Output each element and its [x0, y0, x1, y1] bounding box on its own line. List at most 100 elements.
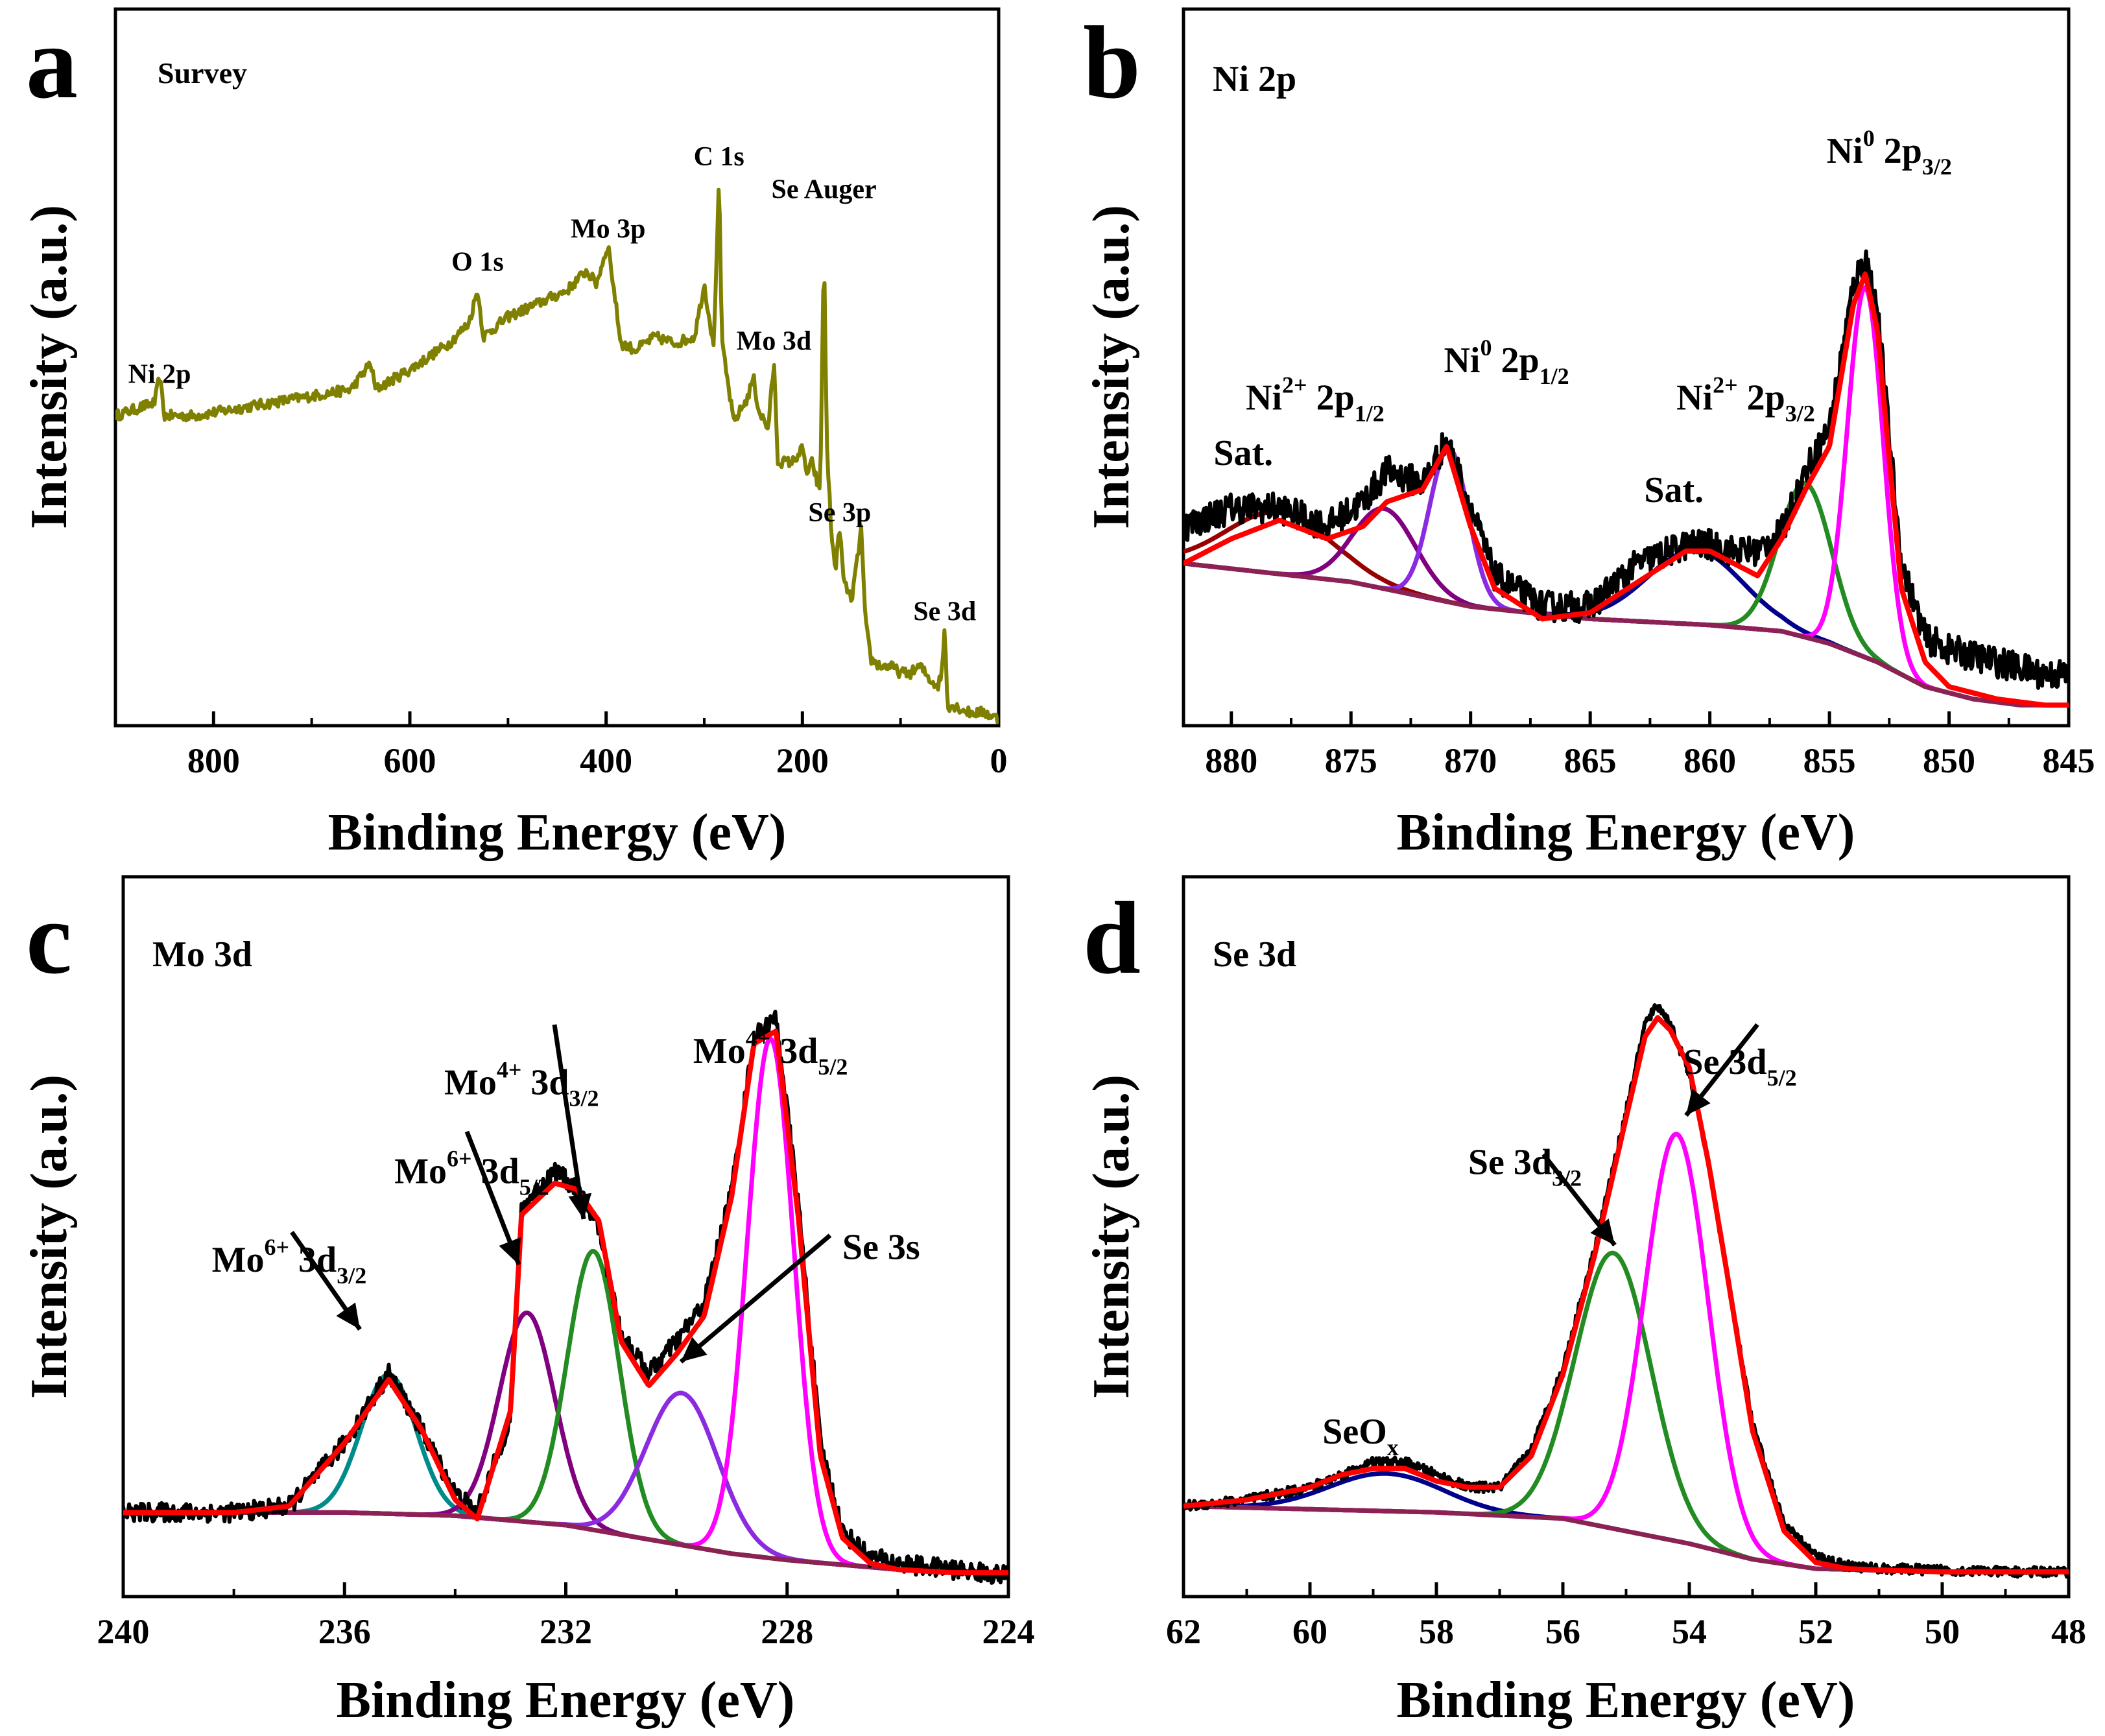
data-series — [115, 187, 999, 724]
peak-label: Se 3p — [808, 498, 871, 528]
plot-area — [123, 1010, 1008, 1585]
x-tick-label: 845 — [2043, 741, 2095, 780]
peak-label: Mo6+ 3d3/2 — [212, 1234, 367, 1289]
x-tick-label: 62 — [1166, 1612, 1201, 1651]
peak-label-sub: 3/2 — [569, 1086, 599, 1112]
peak-label-text: Se 3p — [808, 498, 871, 528]
peak-label-text: Sat. — [1644, 470, 1704, 510]
peak-label-text: Se 3d — [913, 597, 976, 626]
panel-d: d Se 3d Binding Energy (eV) Intensity (a… — [1083, 875, 2086, 1729]
x-tick-label: 850 — [1923, 741, 1975, 780]
peak-label-text: Ni — [1827, 131, 1863, 171]
peak-label-text: Se 3d — [1468, 1143, 1552, 1183]
x-tick-label: 50 — [1925, 1612, 1960, 1651]
peak-label-sub: 5/2 — [1767, 1065, 1797, 1091]
peak-label-sub: 3/2 — [1922, 154, 1952, 180]
peak-label-text: Ni — [1444, 340, 1480, 381]
peak-label-sup: 2+ — [1713, 372, 1738, 398]
plot-frame — [113, 7, 1001, 728]
peak-label: Ni 2p — [128, 359, 191, 389]
y-axis-label: Intensity (a.u.) — [21, 205, 78, 529]
panel-a: a Survey Binding Energy (eV) Intensity (… — [21, 5, 1008, 861]
peak-label-text: C 1s — [694, 142, 744, 172]
x-tick-label: 865 — [1564, 741, 1617, 780]
x-tick-label: 200 — [776, 741, 829, 780]
panel-letter: a — [26, 5, 78, 120]
peak-label: Ni2+ 2p3/2 — [1676, 372, 1815, 426]
peak-label-sup: 6+ — [447, 1145, 472, 1171]
x-tick-label: 870 — [1444, 741, 1497, 780]
peak-label-text: Se Auger — [772, 175, 877, 205]
peak-label-sub: 5/2 — [818, 1054, 848, 1080]
fit-component — [123, 1036, 1008, 1575]
arrow-head — [681, 1337, 708, 1362]
peak-label-sup: 2+ — [1282, 372, 1307, 398]
peak-label: Se 3d3/2 — [1468, 1143, 1582, 1191]
fit-component — [123, 1390, 1008, 1575]
y-axis-label: Intensity (a.u.) — [1083, 1075, 1140, 1399]
x-tick-label: 600 — [384, 741, 436, 780]
peak-label-text: Ni — [1246, 377, 1282, 418]
x-axis-label: Binding Energy (eV) — [337, 1672, 795, 1729]
y-axis-label: Intensity (a.u.) — [21, 1075, 78, 1399]
background-line — [1183, 561, 2069, 707]
peak-label-sub: 1/2 — [1540, 363, 1569, 389]
y-axis-label: Intensity (a.u.) — [1083, 205, 1140, 529]
peak-label: Se 3d — [913, 597, 976, 626]
panel-title: Survey — [158, 56, 247, 89]
peak-label-text: Mo 3p — [571, 215, 646, 244]
arrow-head — [336, 1302, 360, 1329]
x-tick-label: 880 — [1205, 741, 1257, 780]
peak-label-tail: 2p — [1875, 131, 1922, 171]
peak-label: C 1s — [694, 142, 744, 172]
panel-letter: b — [1083, 5, 1141, 120]
data-series — [1183, 1015, 2069, 1575]
data-series — [123, 1029, 1008, 1576]
panel-title: Se 3d — [1213, 934, 1296, 975]
peak-label: O 1s — [451, 248, 504, 278]
peak-label-sup: 6+ — [265, 1234, 290, 1260]
arrow — [679, 1233, 832, 1364]
peak-label: Ni2+ 2p1/2 — [1246, 372, 1385, 426]
arrow-head — [1590, 1218, 1615, 1245]
peak-label: Mo4+ 3d3/2 — [444, 1057, 599, 1112]
panel-letter: c — [26, 880, 72, 995]
peak-label: Mo 3d — [737, 327, 812, 357]
x-axis-label: Binding Energy (eV) — [1397, 804, 1855, 861]
x-tick-label: 48 — [2051, 1612, 2086, 1651]
peak-label-sub: 3/2 — [337, 1263, 366, 1289]
peak-label-text: Mo 3d — [737, 327, 812, 357]
peak-label-text: Ni 2p — [128, 359, 191, 389]
x-tick-label: 860 — [1683, 741, 1736, 780]
peak-label: Se 3s — [842, 1228, 920, 1268]
peak-label-tail: 2p — [1492, 340, 1539, 381]
peak-label-text: SeO — [1322, 1412, 1387, 1452]
background-line — [1183, 1504, 2069, 1575]
peak-label-text: Mo — [444, 1063, 497, 1103]
peak-label-sup: 0 — [1863, 125, 1875, 151]
peak-label-sup: 4+ — [497, 1057, 522, 1083]
peak-label-sup: 4+ — [746, 1025, 771, 1051]
peak-label: Ni0 2p1/2 — [1444, 335, 1569, 389]
peak-label-sub: 3/2 — [1785, 400, 1815, 426]
x-tick-label: 855 — [1803, 741, 1856, 780]
x-tick-label: 224 — [982, 1612, 1035, 1651]
peak-label: Se Auger — [772, 175, 877, 205]
peak-label-tail: 2p — [1738, 377, 1785, 418]
panel-title: Ni 2p — [1213, 59, 1296, 99]
panel-b: b Ni 2p Binding Energy (eV) Intensity (a… — [1083, 5, 2095, 861]
plot-area — [115, 187, 999, 724]
x-axis-label: Binding Energy (eV) — [328, 804, 787, 861]
peak-label-tail: 2p — [1307, 377, 1355, 418]
peak-label-text: Sat. — [1213, 433, 1273, 473]
peak-label: Mo 3p — [571, 215, 646, 244]
fit-component — [123, 1372, 1008, 1575]
x-tick-label: 232 — [540, 1612, 592, 1651]
x-tick-label: 54 — [1672, 1612, 1707, 1651]
peak-label: Mo4+ 3d5/2 — [693, 1025, 848, 1080]
x-tick-label: 58 — [1419, 1612, 1454, 1651]
arrow-head — [1686, 1088, 1711, 1115]
panel-letter: d — [1083, 880, 1141, 995]
peak-label-tail: 3d — [770, 1031, 818, 1071]
x-tick-label: 236 — [318, 1612, 371, 1651]
